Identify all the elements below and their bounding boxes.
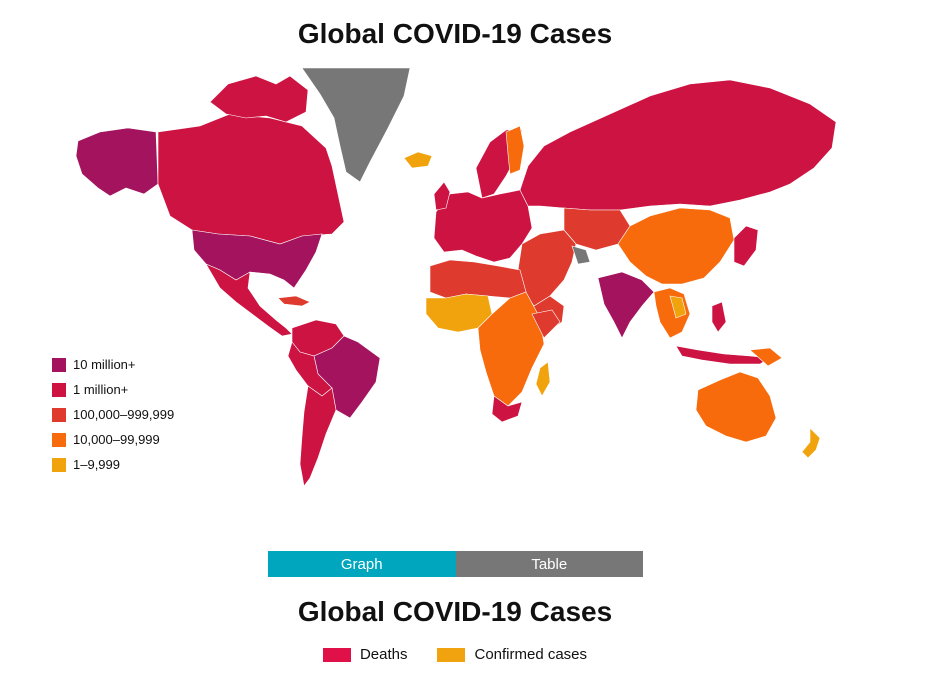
legend-item[interactable]: 10,000–99,999 [52, 427, 174, 452]
legend-label: 10 million+ [73, 357, 136, 372]
view-tabs: Graph Table [268, 551, 643, 577]
region-mexico[interactable] [205, 263, 293, 337]
legend-item[interactable]: 1–9,999 [52, 452, 174, 477]
region-canada[interactable] [157, 113, 345, 245]
legend-label: 1 million+ [73, 382, 129, 397]
region-uk[interactable] [433, 181, 451, 211]
region-europe[interactable] [433, 189, 533, 263]
legend-swatch-confirmed [437, 647, 466, 662]
legend-swatch [52, 382, 66, 397]
region-usa[interactable] [191, 229, 323, 289]
legend-label-confirmed: Confirmed cases [474, 646, 588, 663]
legend-label: 100,000–999,999 [73, 407, 175, 422]
region-papua[interactable] [749, 347, 783, 367]
legend-item-deaths[interactable]: Deaths [322, 646, 408, 663]
map-legend: 10 million+ 1 million+ 100,000–999,999 1… [52, 352, 174, 477]
region-indochina[interactable] [669, 295, 687, 319]
region-horn-of-africa[interactable] [531, 309, 561, 339]
legend-item[interactable]: 100,000–999,999 [52, 402, 174, 427]
legend-swatch-deaths [322, 647, 351, 662]
region-south-africa[interactable] [491, 395, 523, 423]
legend-item[interactable]: 10 million+ [52, 352, 174, 377]
chart-title: Global COVID-19 Cases [297, 596, 613, 627]
region-caribbean[interactable] [277, 295, 311, 307]
legend-swatch [52, 457, 66, 472]
region-greenland[interactable] [301, 67, 411, 183]
legend-label: 10,000–99,999 [73, 432, 160, 447]
tab-graph[interactable]: Graph [268, 551, 456, 577]
legend-item[interactable]: 1 million+ [52, 377, 174, 402]
region-north-africa[interactable] [429, 259, 527, 299]
world-map[interactable] [70, 66, 840, 496]
region-central-africa[interactable] [477, 291, 545, 407]
chart-legend: Deaths Confirmed cases [0, 646, 910, 663]
region-philippines[interactable] [711, 301, 727, 333]
legend-swatch [52, 357, 66, 372]
legend-swatch [52, 432, 66, 447]
region-japan[interactable] [733, 225, 759, 267]
legend-label: 1–9,999 [73, 457, 120, 472]
region-iceland[interactable] [403, 151, 433, 169]
legend-item-confirmed[interactable]: Confirmed cases [437, 646, 587, 663]
region-russia[interactable] [519, 79, 837, 211]
tab-table[interactable]: Table [455, 551, 643, 577]
region-australia[interactable] [695, 371, 777, 443]
region-china[interactable] [617, 207, 735, 285]
legend-swatch [52, 407, 66, 422]
region-alaska[interactable] [75, 127, 159, 197]
map-title: Global COVID-19 Cases [297, 18, 613, 49]
legend-label-deaths: Deaths [359, 646, 408, 663]
region-southern-cone[interactable] [299, 385, 337, 487]
region-finland[interactable] [505, 125, 525, 175]
region-arctic-islands[interactable] [209, 75, 309, 123]
region-new-zealand[interactable] [801, 427, 821, 459]
region-madagascar[interactable] [535, 361, 551, 397]
region-india[interactable] [597, 271, 655, 339]
region-afghanistan[interactable] [571, 245, 591, 265]
